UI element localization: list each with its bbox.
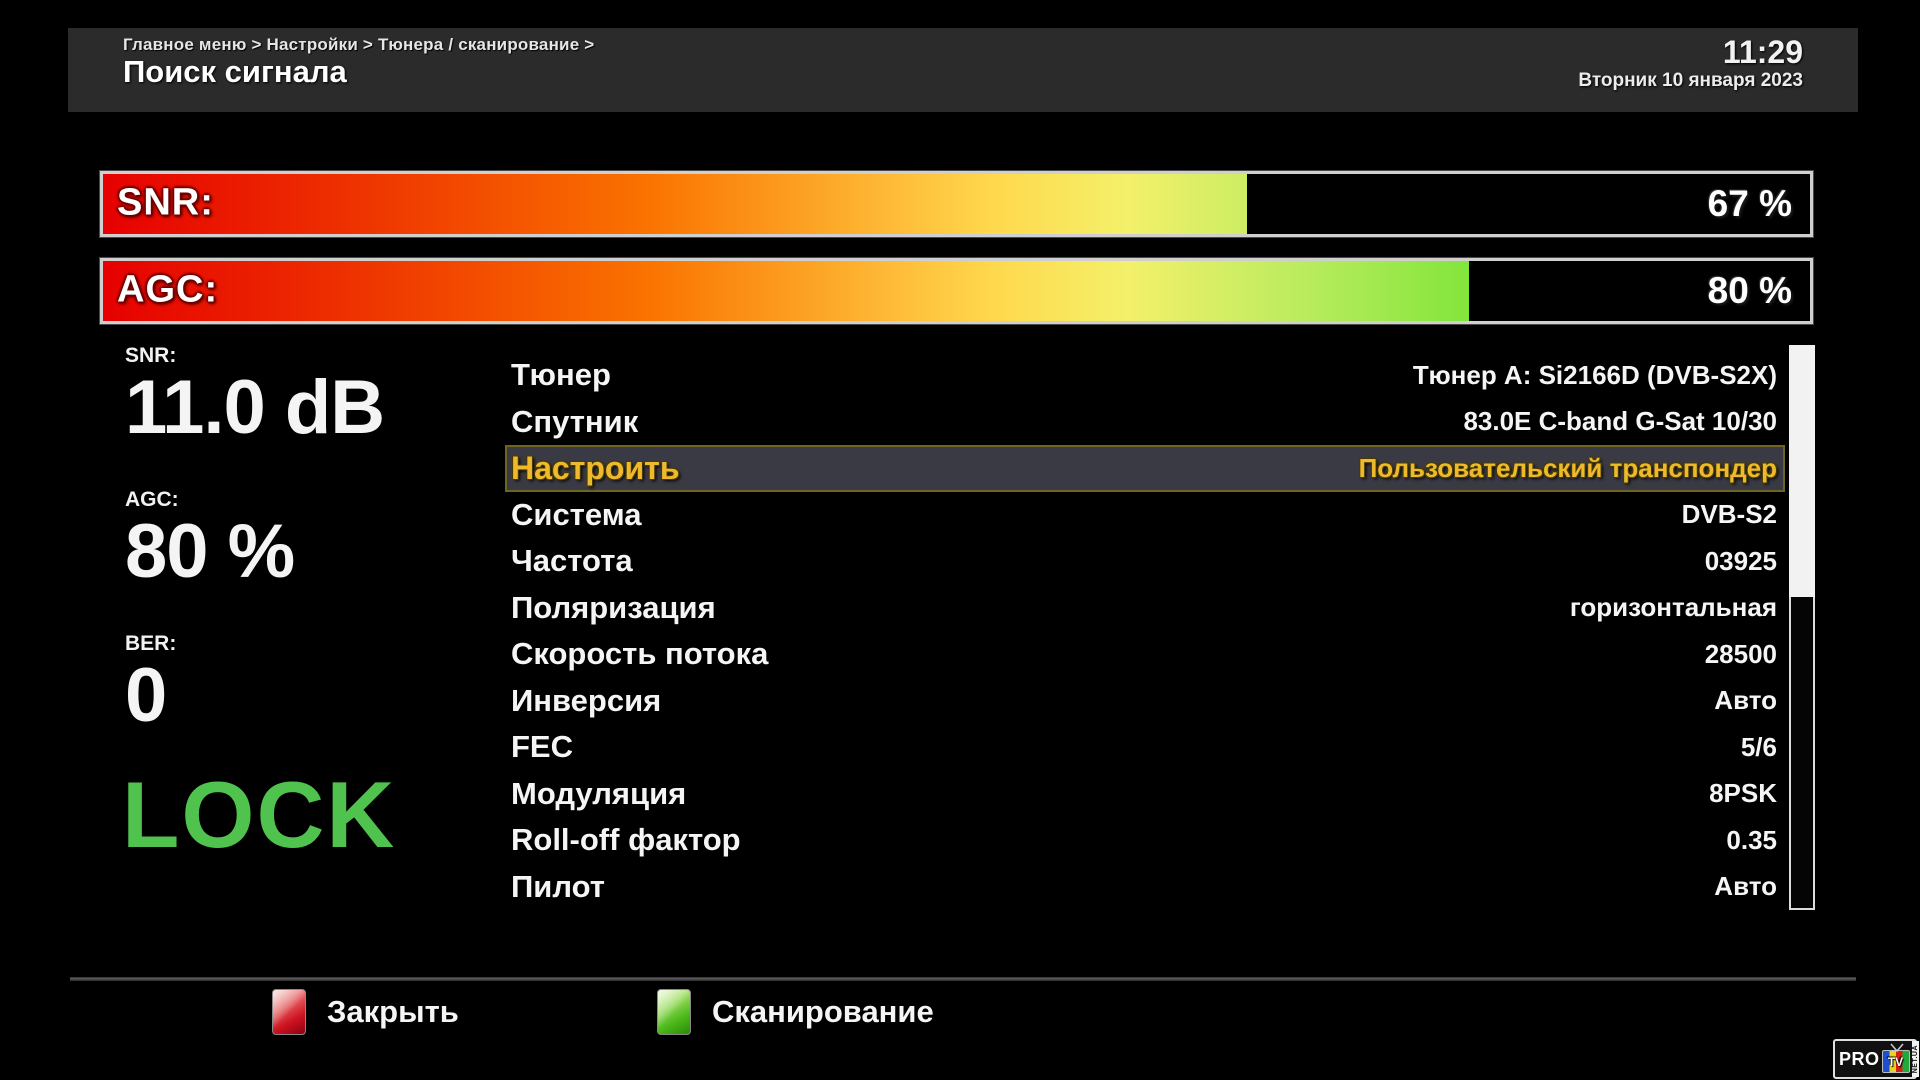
netua-strip: NET.UA: [1911, 1041, 1919, 1077]
scan-button[interactable]: Сканирование: [657, 988, 934, 1036]
menu-scrollbar[interactable]: [1789, 345, 1815, 910]
tv-antenna-icon: [1889, 1043, 1904, 1052]
settings-menu: Тюнер Тюнер A: Si2166D (DVB-S2X) Спутник…: [505, 352, 1785, 910]
menu-item-label: Поляризация: [511, 589, 716, 625]
menu-item-value: Авто: [1714, 871, 1777, 902]
header-band: Главное меню > Настройки > Тюнера / скан…: [68, 28, 1858, 112]
snr-metric-label: SNR:: [125, 344, 177, 367]
red-key-icon: [272, 989, 306, 1035]
menu-row[interactable]: Настроить Пользовательский транспондер: [505, 445, 1785, 492]
agc-metric: AGC: 80 %: [125, 488, 295, 594]
close-button-label: Закрыть: [327, 994, 459, 1029]
menu-item-label: Частота: [511, 543, 633, 579]
page-title: Поиск сигнала: [123, 54, 347, 89]
menu-row[interactable]: Спутник 83.0E C-band G-Sat 10/30: [505, 399, 1785, 446]
agc-bar: 80 % AGC:: [100, 258, 1813, 324]
agc-bar-unfilled: 80 %: [1468, 261, 1810, 321]
snr-bar-label: SNR:: [117, 181, 214, 224]
menu-item-label: Roll-off фактор: [511, 822, 741, 858]
menu-row[interactable]: Скорость потока 28500: [505, 631, 1785, 678]
menu-row[interactable]: Система DVB-S2: [505, 492, 1785, 539]
menu-item-value: горизонтальная: [1569, 592, 1777, 623]
menu-row[interactable]: FEC 5/6: [505, 724, 1785, 771]
menu-item-value: 0.35: [1726, 824, 1777, 855]
menu-item-label: Пилот: [511, 868, 605, 904]
snr-bar-unfilled: 67 %: [1246, 174, 1810, 234]
menu-item-value: 83.0E C-band G-Sat 10/30: [1463, 406, 1777, 437]
menu-item-label: Скорость потока: [511, 636, 769, 672]
menu-item-value: 28500: [1704, 638, 1777, 669]
protv-logo: PRO TV NET.UA: [1833, 1039, 1919, 1079]
footer-divider: [70, 977, 1856, 981]
snr-bar-value: 67 %: [1707, 183, 1792, 224]
menu-item-value: Пользовательский транспондер: [1358, 452, 1777, 483]
clock-time: 11:29: [1722, 34, 1803, 70]
agc-bar-value: 80 %: [1707, 270, 1792, 311]
close-button[interactable]: Закрыть: [272, 988, 459, 1036]
tv-icon: TV: [1881, 1043, 1910, 1073]
netua-text: NET.UA: [1911, 1044, 1919, 1074]
snr-metric: SNR: 11.0 dB: [125, 344, 385, 450]
snr-metric-value: 11.0 dB: [125, 365, 385, 450]
agc-metric-label: AGC:: [125, 488, 179, 511]
menu-scrollbar-thumb[interactable]: [1789, 345, 1815, 598]
clock: 11:29 Вторник 10 января 2023: [1578, 34, 1803, 92]
menu-row[interactable]: Пилот Авто: [505, 864, 1785, 911]
lock-status: LOCK: [122, 762, 397, 867]
tv-icon-text: TV: [1887, 1054, 1904, 1069]
menu-item-label: Спутник: [511, 403, 639, 439]
menu-row[interactable]: Частота 03925: [505, 538, 1785, 585]
menu-item-value: 5/6: [1740, 731, 1777, 762]
ber-metric-label: BER:: [125, 632, 177, 655]
menu-item-value: DVB-S2: [1681, 499, 1777, 530]
ber-metric-value: 0: [125, 653, 167, 738]
menu-item-label: Инверсия: [511, 682, 662, 718]
menu-item-label: FEC: [511, 729, 573, 765]
agc-bar-track: 80 % AGC:: [103, 261, 1810, 321]
menu-item-label: Система: [511, 496, 642, 532]
menu-row[interactable]: Поляризация горизонтальная: [505, 585, 1785, 632]
menu-row[interactable]: Инверсия Авто: [505, 678, 1785, 725]
green-key-icon: [657, 989, 691, 1035]
menu-item-value: Авто: [1714, 685, 1777, 716]
snr-bar: 67 % SNR:: [100, 171, 1813, 237]
scan-button-label: Сканирование: [712, 994, 934, 1029]
menu-item-value: 03925: [1704, 545, 1777, 576]
menu-row[interactable]: Roll-off фактор 0.35: [505, 817, 1785, 864]
menu-item-label: Настроить: [511, 449, 680, 486]
ber-metric: BER: 0: [125, 632, 176, 736]
agc-metric-value: 80 %: [125, 509, 295, 594]
menu-item-value: 8PSK: [1709, 778, 1777, 809]
clock-date: Вторник 10 января 2023: [1578, 70, 1803, 91]
menu-item-label: Тюнер: [511, 357, 611, 393]
menu-item-value: Тюнер A: Si2166D (DVB-S2X): [1412, 359, 1777, 390]
menu-item-label: Модуляция: [511, 775, 687, 811]
protv-logo-text: PRO: [1839, 1048, 1880, 1069]
breadcrumb: Главное меню > Настройки > Тюнера / скан…: [123, 35, 595, 54]
agc-bar-label: AGC:: [117, 268, 219, 311]
menu-row[interactable]: Модуляция 8PSK: [505, 771, 1785, 818]
snr-bar-track: 67 % SNR:: [103, 174, 1810, 234]
menu-row[interactable]: Тюнер Тюнер A: Si2166D (DVB-S2X): [505, 352, 1785, 399]
